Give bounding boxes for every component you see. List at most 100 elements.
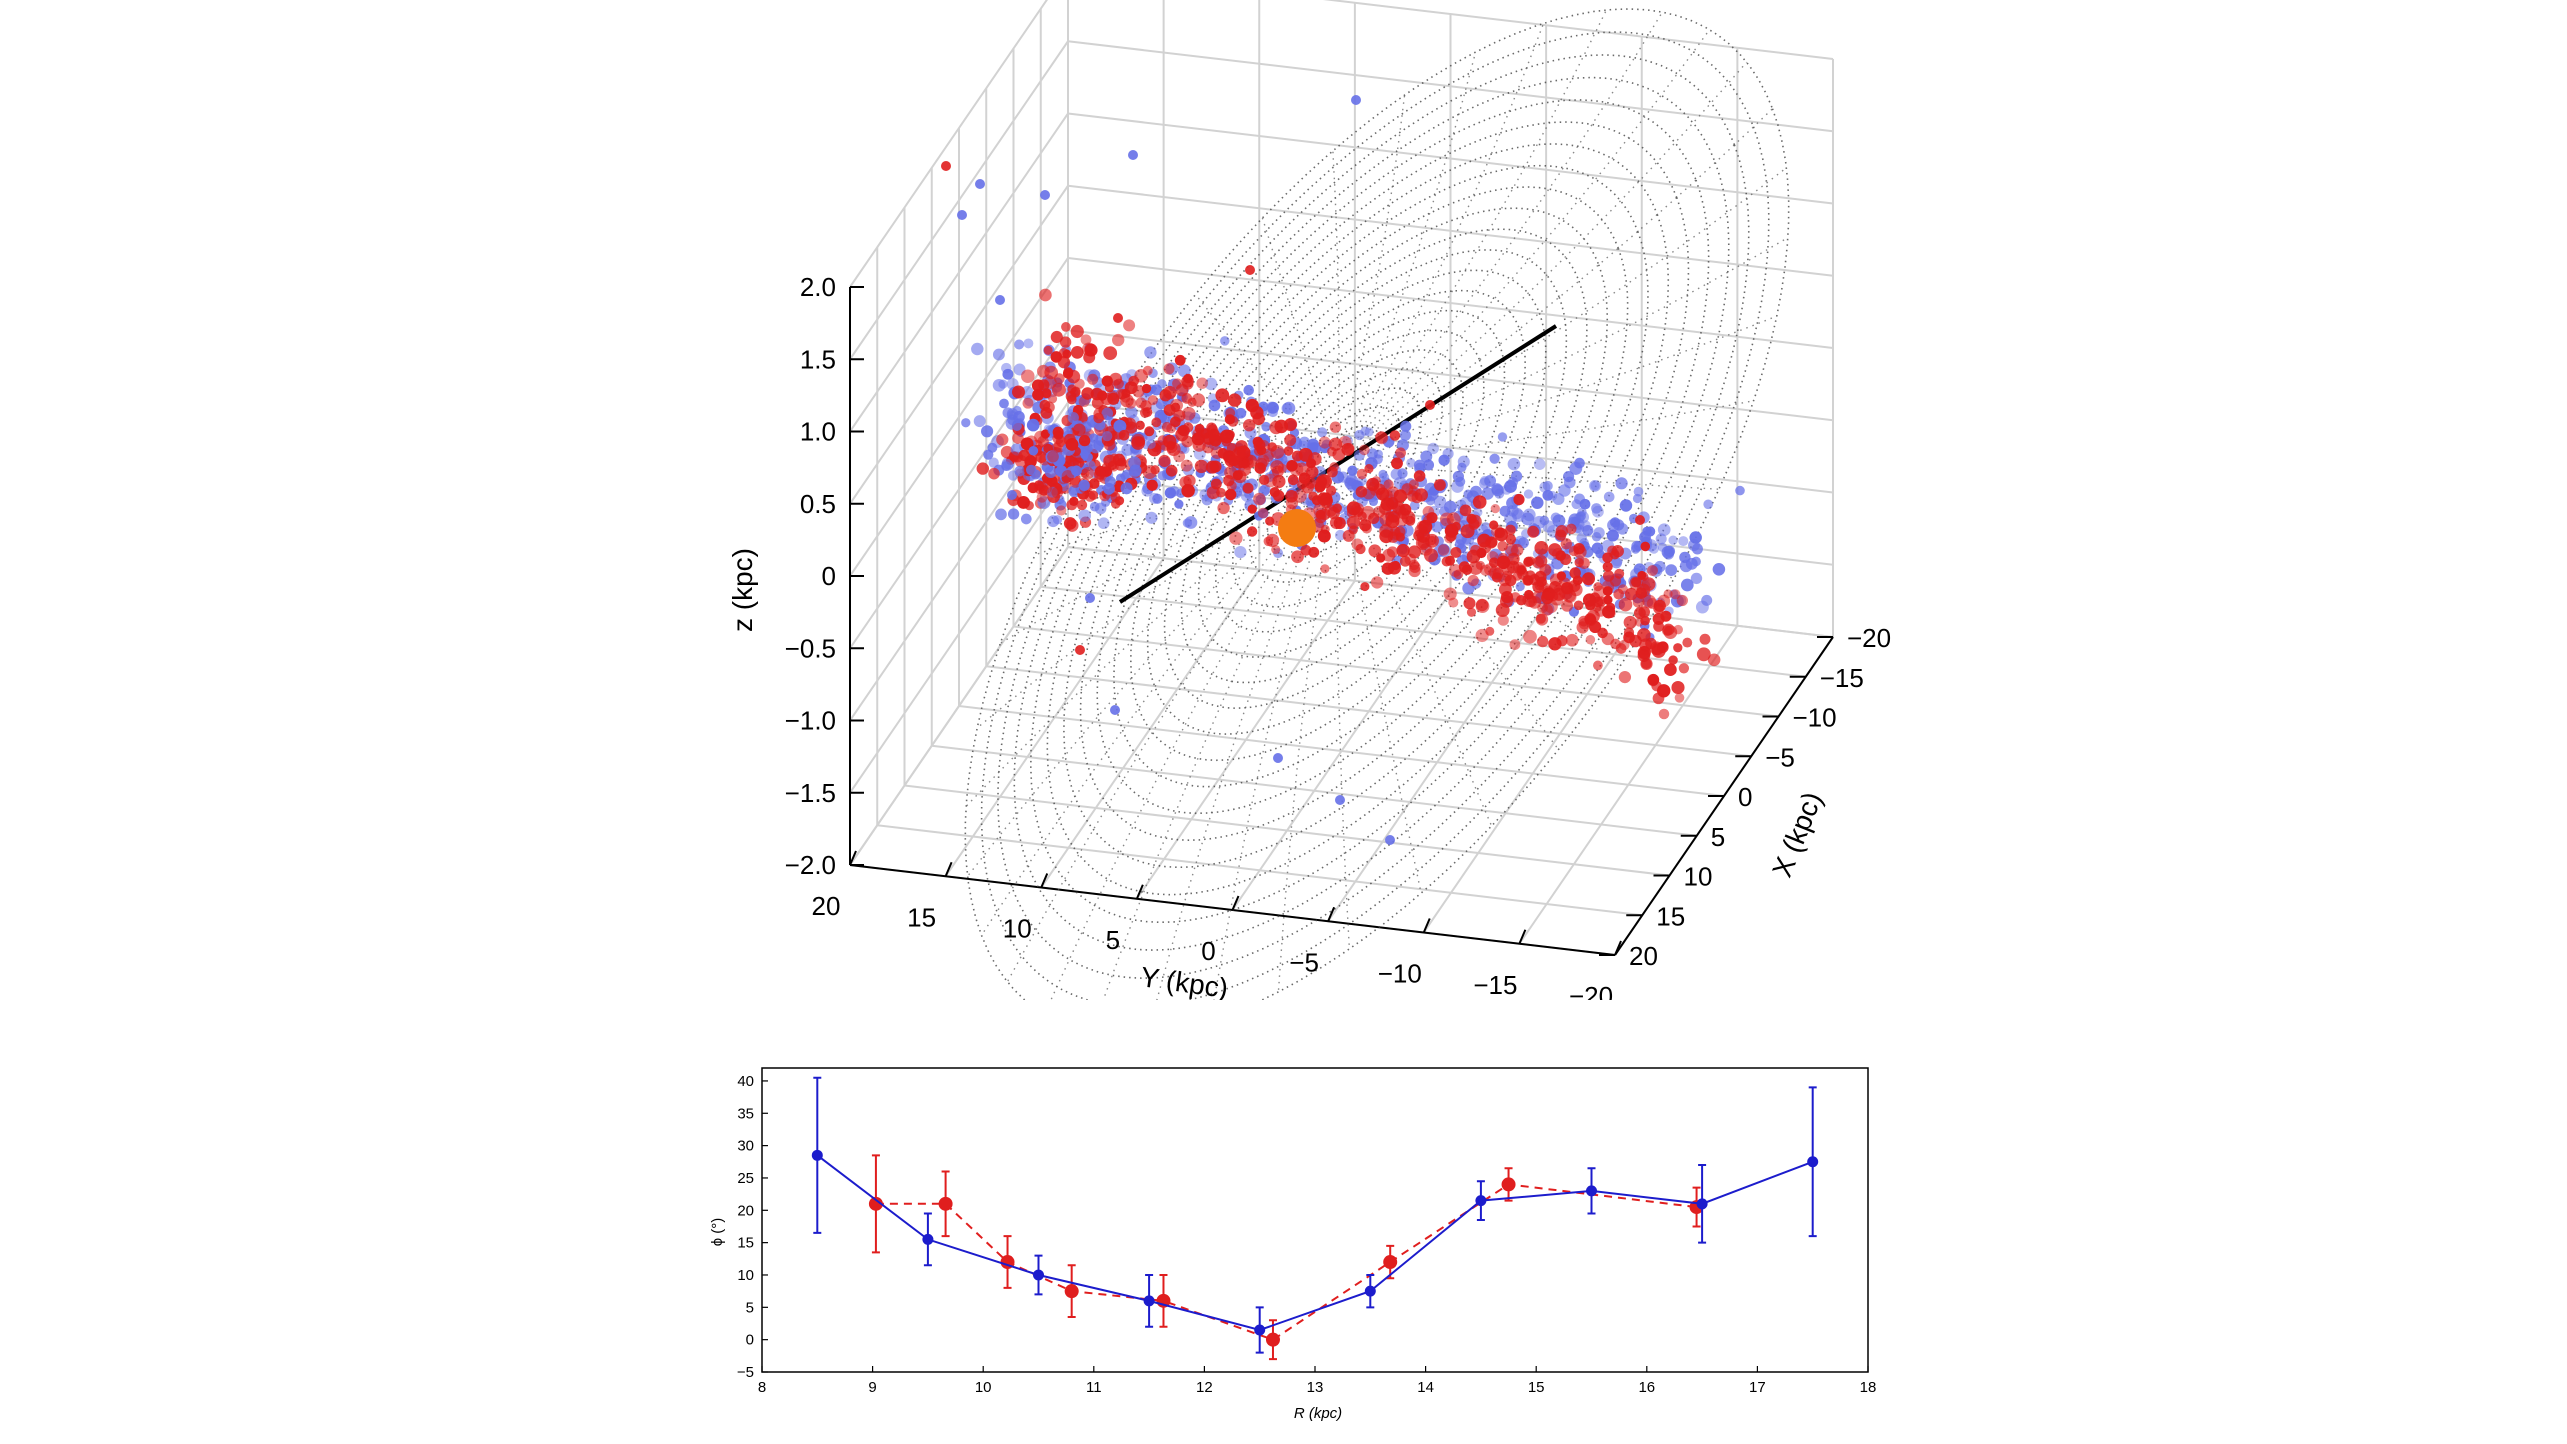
star-point: [1109, 372, 1123, 386]
star-point: [1081, 387, 1094, 400]
star-point: [1389, 430, 1401, 441]
star-point: [1640, 541, 1651, 552]
star-point: [1103, 346, 1118, 360]
star-point: [1208, 429, 1220, 442]
star-point: [1475, 560, 1485, 570]
star-point: [1561, 599, 1574, 612]
disk-ring: [1301, 424, 1380, 511]
star-point: [1021, 369, 1035, 383]
star-point: [1023, 338, 1034, 349]
star-point: [1394, 504, 1406, 516]
wall-grid-line: [849, 112, 1069, 433]
star-point: [1632, 493, 1643, 504]
star-point: [1039, 288, 1052, 302]
star-point: [1595, 549, 1605, 559]
data-point: [1064, 1284, 1079, 1299]
star-point: [1158, 454, 1171, 468]
star-point: [1234, 545, 1247, 559]
star-point: [1267, 401, 1279, 414]
disk-ring: [1214, 329, 1485, 633]
star-point: [1533, 458, 1546, 470]
star-point: [1295, 462, 1309, 476]
star-point: [1618, 670, 1632, 684]
disk-spoke: [1277, 490, 1334, 992]
star-point: [1317, 427, 1328, 438]
disk-spoke: [1363, 108, 1773, 445]
star-point: [1552, 492, 1565, 506]
star-point: [1157, 379, 1167, 389]
star-point: [1505, 524, 1516, 536]
star-point: [1048, 394, 1058, 404]
star-point: [1346, 501, 1361, 516]
star-point: [1452, 470, 1464, 483]
star-point: [1576, 532, 1587, 544]
floor-grid-line: [986, 665, 1752, 758]
star-point: [1320, 564, 1330, 574]
star-point: [1121, 443, 1134, 456]
disk-spoke: [980, 487, 1316, 936]
r-tick-label: 13: [1307, 1379, 1324, 1396]
star-point: [1575, 511, 1586, 522]
star-point: [1542, 480, 1553, 491]
star-point: [1633, 486, 1644, 497]
star-point: [1142, 365, 1153, 376]
star-point: [1680, 578, 1694, 592]
data-point: [1364, 1285, 1376, 1297]
disk-spoke: [1357, 11, 1663, 439]
star-point: [1002, 368, 1014, 380]
floor-grid-line: [958, 705, 1725, 797]
star-point: [1579, 498, 1591, 510]
star-point: [1062, 368, 1074, 379]
star-point: [1555, 529, 1567, 541]
star-point: [1619, 499, 1633, 512]
star-point: [1224, 488, 1237, 501]
star-point: [1145, 511, 1158, 524]
star-point: [1569, 462, 1583, 475]
star-point: [1670, 589, 1681, 600]
disk-ring: [1046, 121, 1690, 896]
star-point: [1357, 511, 1367, 521]
star-point: [1284, 434, 1297, 447]
star-point: [1668, 655, 1678, 665]
star-point: [1087, 373, 1099, 385]
star-point: [1345, 474, 1358, 487]
star-point: [1408, 479, 1419, 490]
star-point: [1400, 420, 1412, 432]
star-point: [1696, 647, 1711, 662]
star-point: [1386, 497, 1399, 510]
disk-spoke: [967, 484, 1315, 877]
star-point: [1314, 481, 1326, 492]
star-point: [1184, 516, 1198, 529]
data-point: [1696, 1198, 1708, 1210]
star-point: [1066, 394, 1077, 405]
data-point: [1143, 1295, 1155, 1307]
star-point: [1691, 556, 1701, 567]
star-point: [1014, 339, 1025, 350]
star-point: [1657, 523, 1671, 537]
star-point: [1566, 523, 1577, 535]
star-point: [1676, 594, 1688, 607]
star-point: [1354, 429, 1365, 441]
star-point: [1157, 470, 1168, 481]
star-point: [1183, 474, 1196, 487]
star-point: [1163, 363, 1175, 375]
star-point: [1265, 401, 1278, 414]
star-point: [1695, 600, 1709, 614]
star-point: [1585, 635, 1596, 645]
star-point: [1568, 545, 1580, 557]
data-point: [1254, 1324, 1266, 1336]
r-tick-label: 11: [1086, 1379, 1102, 1396]
star-point: [1220, 336, 1230, 346]
star-point: [1523, 558, 1533, 568]
star-point: [1209, 460, 1222, 473]
star-point: [1378, 469, 1388, 479]
star-point: [1663, 548, 1675, 560]
star-point: [1497, 540, 1508, 552]
star-point: [1507, 457, 1521, 471]
star-point: [1433, 495, 1447, 509]
star-point: [1664, 663, 1677, 677]
disk-spoke: [1102, 492, 1322, 1000]
disk-ring: [1096, 186, 1629, 815]
star-point: [1399, 429, 1411, 441]
star-point: [1387, 486, 1399, 498]
